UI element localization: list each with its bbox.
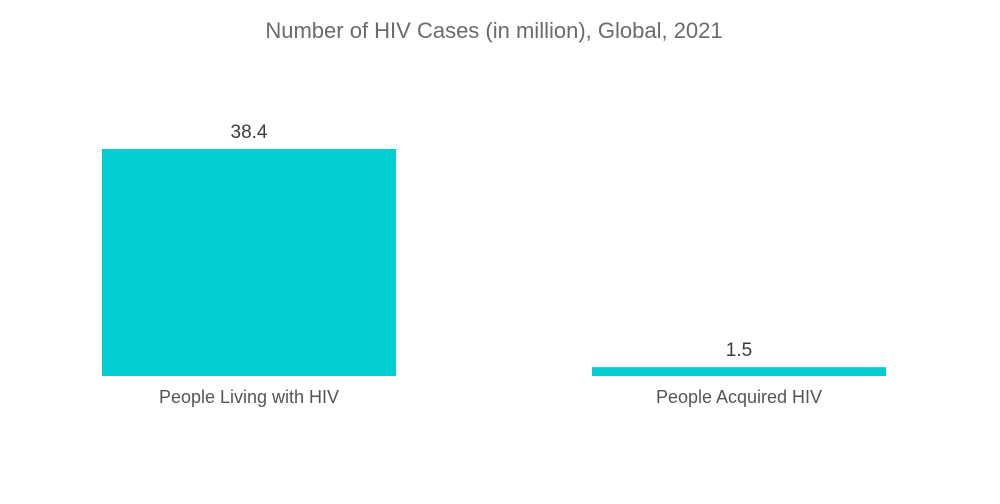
bars-group xyxy=(102,149,886,376)
x-axis-tick-labels: People Living with HIV People Acquired HI… xyxy=(159,387,822,407)
data-label-1: 38.4 xyxy=(231,122,268,143)
bar-2 xyxy=(592,367,886,376)
bar-1 xyxy=(102,149,396,376)
tick-label-2: People Acquired HIV xyxy=(656,387,822,407)
tick-label-1: People Living with HIV xyxy=(159,387,339,407)
chart-title: Number of HIV Cases (in million), Global… xyxy=(265,18,722,43)
data-labels-group: 38.4 1.5 xyxy=(231,122,753,361)
data-label-2: 1.5 xyxy=(726,340,752,361)
